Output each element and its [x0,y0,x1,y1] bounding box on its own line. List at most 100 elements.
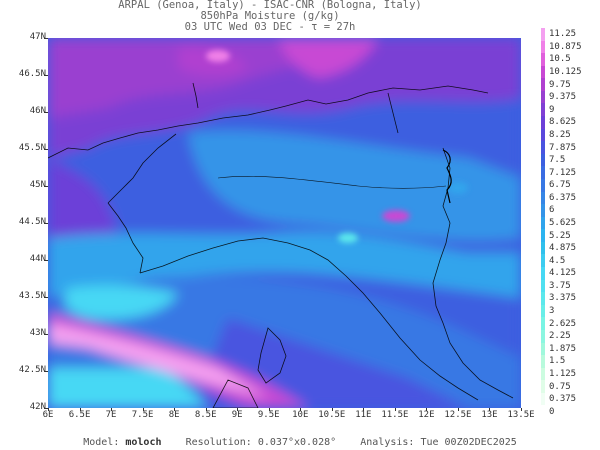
colorbar-segment [541,178,545,193]
moisture-map[interactable] [48,38,521,408]
lat-label: 47N [29,32,46,42]
lat-label: 45N [29,180,46,190]
colorbar-label: 1.5 [549,356,566,367]
colorbar-segment [541,342,545,356]
colorbar-label: 9.75 [549,79,571,90]
colorbar-segment [541,90,545,104]
lon-label: 9.5E [257,410,280,420]
lon-tick [111,408,113,411]
colorbar-segment [541,405,545,419]
colorbar-label: 7.875 [549,142,577,153]
colorbar-segment [541,153,545,167]
lat-label: 43N [29,328,46,338]
lon-tick [237,408,239,411]
colorbar-label: 9 [549,104,555,115]
lon-tick [457,408,459,411]
lat-tick [44,408,48,409]
colorbar-label: 6 [549,205,555,216]
lon-label: 6.5E [68,410,91,420]
lon-tick [142,408,144,411]
colorbar-segment [541,267,545,281]
lat-label: 46.5N [18,69,46,79]
colorbar-segment [541,292,545,306]
colorbar-label: 8.25 [549,129,571,140]
lat-tick [44,371,48,372]
lat-tick [44,297,48,298]
lon-label: 12E [418,410,435,420]
resolution-value: 0.037°x0.028° [257,437,337,448]
colorbar-segment [541,204,545,218]
lon-tick [363,408,365,411]
lat-tick [44,334,48,335]
colorbar-segment [541,103,545,117]
colorbar-segment [541,128,545,142]
lat-label: 42.5N [18,365,46,375]
lon-tick [426,408,428,411]
colorbar-label: 10.5 [549,54,571,65]
lon-label: 13E [481,410,498,420]
colorbar-label: 4.875 [549,243,577,254]
colorbar-segment [541,392,545,406]
colorbar-segment [541,40,545,54]
lat-tick [44,112,48,113]
colorbar-segment [541,78,545,92]
moisture-field [48,38,521,408]
colorbar-segment [541,141,545,155]
lat-label: 42N [29,402,46,412]
colorbar-label: 6.375 [549,192,577,203]
colorbar-segment [541,355,545,369]
colorbar-label: 10.875 [549,41,582,52]
colorbar-label: 0 [549,406,555,417]
lat-label: 44N [29,254,46,264]
footer: Model: moloch Resolution: 0.037°x0.028° … [0,437,600,448]
colorbar-label: 11.25 [549,29,577,40]
lon-tick [331,408,333,411]
colorbar-label: 5.625 [549,218,577,228]
colorbar-label: 1.875 [549,343,577,354]
colorbar-label: 7.5 [549,155,566,166]
colorbar-segment [541,28,545,42]
colorbar-label: 5.25 [549,230,571,241]
lon-label: 13.5E [507,410,535,420]
colorbar-label: 2.625 [549,318,577,329]
colorbar-segment [541,116,545,130]
lon-label: 10.5E [318,410,346,420]
colorbar-label: 8.625 [549,117,577,128]
colorbar-segment [541,65,545,79]
colorbar-label: 0.75 [549,381,571,392]
colorbar-segment [541,329,545,343]
colorbar-segment [541,304,545,318]
lon-tick [394,408,396,411]
colorbar-segment [541,216,545,230]
title-line-1: ARPAL (Genoa, Italy) - ISAC-CNR (Bologna… [118,0,422,11]
lat-tick [44,75,48,76]
lon-label: 9E [231,410,243,420]
lat-tick [44,38,48,39]
colorbar-segment [541,254,545,268]
lat-label: 45.5N [18,143,46,153]
colorbar-segment [541,53,545,67]
lon-tick [300,408,302,411]
lon-tick [48,408,49,411]
analysis-value: Tue 00Z02DEC2025 [420,437,517,448]
colorbar-segment [541,317,545,331]
colorbar-label: 7.125 [549,167,577,178]
colorbar-label: 9.375 [549,92,577,103]
colorbar-segment [541,166,545,180]
lat-label: 44.5N [18,217,46,227]
colorbar-segment [541,279,545,293]
lon-label: 7.5E [131,410,154,420]
resolution-label: Resolution: [185,437,252,448]
lon-tick [268,408,270,411]
model-value: moloch [125,437,162,448]
colorbar-segment [541,191,545,205]
title-line-3: 03 UTC Wed 03 DEC - τ = 27h [184,21,356,33]
colorbar-label: 3.75 [549,280,571,291]
lon-label: 8E [168,410,180,420]
colorbar-label: 3 [549,306,555,317]
colorbar-label: 6.75 [549,180,571,191]
analysis-label: Analysis: [360,437,415,448]
colorbar-label: 3.375 [549,293,577,304]
lat-tick [44,260,48,261]
lat-label: 43.5N [18,291,46,301]
